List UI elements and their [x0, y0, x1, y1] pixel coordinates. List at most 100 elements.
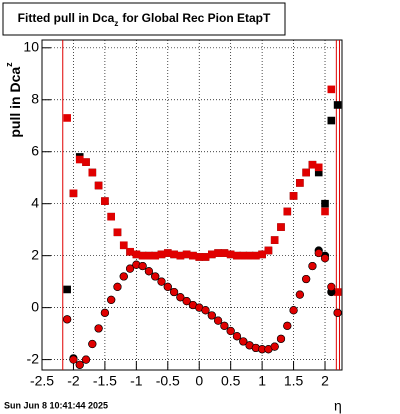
point	[81, 355, 91, 364]
point	[252, 251, 260, 260]
point	[107, 295, 116, 304]
point	[176, 251, 185, 260]
point	[314, 248, 323, 258]
point	[94, 181, 103, 190]
y-tick-label: 8	[31, 90, 39, 106]
point	[94, 324, 103, 333]
y-label-subscript: z	[4, 62, 14, 67]
x-tick-label: 1.5	[284, 373, 304, 389]
point	[169, 287, 179, 297]
point	[132, 250, 141, 259]
point	[321, 199, 329, 208]
point	[283, 321, 292, 330]
y-axis-label: pull in Dcaz	[4, 62, 22, 138]
point	[88, 339, 97, 349]
point	[333, 101, 342, 109]
point	[220, 249, 229, 257]
point	[138, 251, 147, 260]
point	[119, 241, 128, 250]
point	[182, 250, 191, 259]
point	[100, 308, 109, 317]
point	[157, 277, 166, 286]
x-tick-label: 0	[195, 373, 203, 389]
point	[258, 250, 266, 259]
y-tick-label: 4	[31, 194, 39, 210]
point	[277, 223, 285, 231]
y-tick-label: 2	[31, 246, 39, 262]
point	[296, 179, 304, 187]
point	[232, 332, 242, 341]
y-tick-label: 10	[23, 38, 39, 54]
point	[302, 168, 310, 177]
point	[245, 251, 254, 260]
point	[314, 163, 323, 172]
point	[302, 274, 311, 284]
point	[308, 160, 317, 169]
x-tick-label: -2.5	[30, 373, 54, 389]
point	[289, 192, 298, 200]
point	[170, 250, 178, 259]
point	[201, 306, 210, 315]
point	[125, 264, 135, 273]
chart-title: Fitted pull in Dcaz for Global Rec Pion E…	[18, 11, 271, 28]
x-tick-label: -1.5	[93, 373, 117, 389]
point	[327, 85, 336, 94]
y-tick-label: -2	[27, 350, 40, 366]
point	[113, 282, 122, 291]
x-tick-label: 1	[258, 373, 266, 389]
point	[157, 250, 166, 259]
point	[214, 316, 223, 325]
point	[239, 337, 248, 346]
x-tick-label: -1	[130, 373, 143, 389]
point	[113, 228, 122, 237]
point	[126, 247, 134, 256]
x-tick-label: -0.5	[156, 373, 180, 389]
point	[270, 236, 279, 244]
point	[208, 250, 216, 259]
point	[63, 114, 71, 122]
point	[226, 326, 235, 336]
point	[138, 261, 147, 271]
point	[289, 306, 298, 315]
point	[75, 155, 84, 164]
point	[151, 251, 160, 260]
point	[176, 293, 185, 302]
point	[283, 207, 292, 216]
point	[144, 267, 154, 276]
x-axis-label: η	[334, 398, 342, 414]
point	[69, 189, 78, 198]
plot-area: -2.5 -2 -1.5 -1 -0.5 0 0.5 1 1.5 2 -2 0 2 4 6 8 10	[23, 38, 343, 389]
point	[145, 251, 153, 260]
point	[308, 261, 317, 271]
point	[214, 249, 222, 257]
point	[101, 197, 109, 205]
point	[88, 168, 97, 177]
point	[82, 158, 90, 166]
point	[314, 168, 323, 177]
point	[69, 355, 78, 364]
point	[233, 251, 241, 260]
point	[119, 272, 128, 281]
point	[327, 282, 336, 291]
x-tick-label: -2	[67, 373, 80, 389]
point	[163, 249, 172, 257]
x-tick-label: 0.5	[221, 373, 241, 389]
point	[201, 253, 210, 261]
point	[107, 212, 115, 221]
point	[239, 251, 248, 260]
title-subscript: z	[114, 19, 118, 28]
point	[295, 290, 304, 299]
point	[333, 308, 342, 317]
point	[207, 311, 216, 320]
timestamp: Sun Jun 8 10:41:44 2025	[4, 400, 108, 410]
point	[75, 360, 84, 369]
point	[63, 285, 71, 294]
y-tick-label: 6	[31, 142, 39, 158]
x-tick-label: 2	[321, 373, 329, 389]
point	[182, 297, 191, 306]
point	[195, 253, 204, 261]
point	[189, 251, 197, 260]
y-label-text: pull in Dca	[7, 67, 23, 138]
title-text: for Global Rec Pion EtapT	[122, 11, 271, 25]
